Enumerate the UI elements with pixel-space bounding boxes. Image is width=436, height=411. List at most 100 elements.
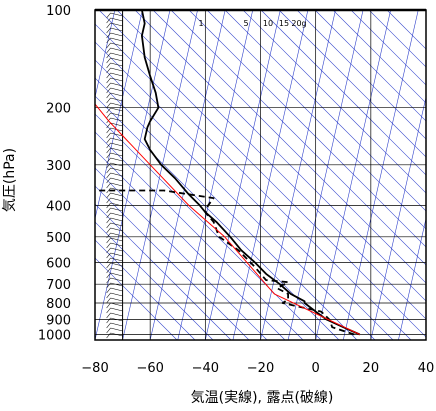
wind-barb-flag [106,152,111,159]
wind-barb [110,52,123,57]
wind-barb-flag [106,312,111,319]
wind-barb [110,47,123,52]
wind-barb [110,322,123,327]
wind-barb [110,302,123,307]
wind-barb-flag [106,97,111,104]
wind-barb [110,142,123,147]
wind-barb-flag [106,32,111,39]
wind-barb [110,167,123,172]
wind-barb-flag [106,42,111,49]
wind-barb [110,277,123,282]
wind-barb-flag [106,77,111,84]
wind-barb [110,72,123,77]
wind-barb [110,122,123,127]
wind-barb [110,282,123,287]
wind-barb-flag [106,287,111,294]
isotherm-line [398,217,426,340]
wind-barb-flag [106,102,111,109]
wind-barb [110,327,123,332]
wind-barb-flag [106,37,111,44]
y-tick-label: 100 [46,4,71,19]
y-tick-label: 700 [46,278,71,293]
dry-adiabat-line [116,10,426,320]
dry-adiabat-line [242,10,426,194]
wind-barb-flag [106,127,111,134]
wind-barb [110,177,123,182]
dry-adiabat-line [95,203,232,340]
dry-adiabat-line [95,167,268,340]
wind-barb [110,12,123,17]
isotherm-line [205,10,281,340]
wind-barb-flag [106,272,111,279]
x-axis-title: 気温(実線), 露点(破線) [191,390,334,406]
parcel-line [95,103,361,335]
wind-barb-flag [106,22,111,29]
mixing-ratio-labels: 1 5 10 15 20g [198,19,306,28]
wind-barb [110,267,123,272]
dry-adiabat-line [95,239,196,340]
wind-barb [110,312,123,317]
isotherm-line [95,10,143,220]
wind-barb [110,202,123,207]
x-tick-label: −60 [136,361,163,376]
wind-barb [110,287,123,292]
y-tick-label: 300 [46,159,71,174]
wind-barb-flag [106,162,111,169]
wind-barb [110,307,123,312]
wind-barb-flag [106,52,111,59]
dry-adiabat-line [224,10,426,212]
x-tick-label: 20 [363,361,380,376]
temperature-line [141,10,361,336]
isotherm-line [315,10,391,340]
wind-barb [110,292,123,297]
wind-barb [110,137,123,142]
dewpoint-line [95,189,355,336]
wind-barb-flag [106,222,111,229]
wind-barb-flag [106,172,111,179]
wind-barb-flag [106,17,111,24]
dry-adiabat-line [152,10,426,284]
wind-barb [110,247,123,252]
wind-barb [110,217,123,222]
dry-adiabat-line [95,185,250,340]
dry-adiabat-line [170,10,426,266]
wind-barb-flag [106,137,111,144]
wind-barb-flag [106,187,111,194]
wind-barb-flag [106,12,111,19]
wind-barb [110,237,123,242]
wind-barb [110,332,123,337]
wind-barb-flag [106,47,111,54]
wind-barb-flag [106,192,111,199]
dry-adiabat-line [95,149,286,340]
wind-barb-flag [106,292,111,299]
isotherm-line [232,10,309,340]
dry-adiabat-line [206,10,426,230]
wind-barb [110,77,123,82]
wind-barb-flag [106,262,111,269]
x-tick-label: 40 [418,361,435,376]
wind-barb [110,262,123,267]
wind-barb-flag [106,72,111,79]
wind-barb [110,317,123,322]
x-tick-label: −80 [81,361,108,376]
dry-adiabat-line [350,10,426,86]
y-axis-title: 気圧(hPa) [2,148,18,212]
wind-barb-flag [106,142,111,149]
isotherm-line [177,10,254,340]
wind-barb-flag [106,297,111,304]
wind-barb-flag [106,107,111,114]
wind-barb [110,157,123,162]
dry-adiabat-line [188,10,426,248]
wind-barb-flag [106,277,111,284]
isotherm-line [149,10,226,340]
wind-barb [110,37,123,42]
wind-barb-flag [106,232,111,239]
wind-barb-flag [106,227,111,234]
wind-barb [110,32,123,37]
y-tick-label: 400 [46,199,71,214]
wind-barb-flag [106,257,111,264]
y-tick-label: 900 [46,314,71,329]
isotherm-line [425,338,426,340]
wind-barb-flag [106,87,111,94]
